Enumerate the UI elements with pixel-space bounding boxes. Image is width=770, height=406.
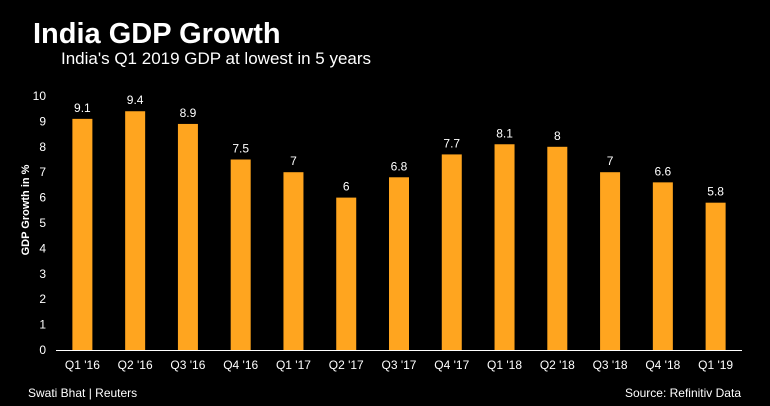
x-tick-label: Q1 '17 <box>276 358 311 372</box>
x-axis: Q1 '16 Q2 '16 Q3 '16 Q4 '16 Q1 '17 Q2 '17 Q3 '… <box>56 350 742 372</box>
x-tick-label: Q4 '17 <box>434 358 469 372</box>
bar <box>177 123 198 350</box>
bar <box>389 177 409 350</box>
x-tick-label: Q3 '17 <box>382 358 417 372</box>
bar <box>705 202 726 350</box>
x-tick-label: Q4 '16 <box>223 358 258 372</box>
bar <box>283 172 304 350</box>
y-axis-label: GDP Growth in % <box>20 164 32 255</box>
y-tick-label: 1 <box>39 318 46 332</box>
y-tick-label: 6 <box>39 191 46 205</box>
bar <box>600 172 621 350</box>
data-label: 7.7 <box>443 136 460 150</box>
y-tick-label: 5 <box>39 216 46 230</box>
source-text: Source: Refinitiv Data <box>624 386 741 400</box>
bar-chart: 0 1 2 3 4 5 6 7 8 9 10 9.1 9.4 8.9 7.5 7 6 6.8 7.7 8.1 8 7 6.… <box>20 89 742 372</box>
bar <box>547 146 568 350</box>
data-label: 6.6 <box>655 164 672 178</box>
y-tick-label: 7 <box>39 165 46 179</box>
data-label: 8.1 <box>496 126 513 140</box>
bar <box>125 111 146 351</box>
y-tick-label: 9 <box>39 114 46 128</box>
y-tick-label: 0 <box>39 343 46 357</box>
y-tick-label: 8 <box>39 140 46 154</box>
x-tick-label: Q3 '18 <box>593 358 628 372</box>
bars: 9.1 9.4 8.9 7.5 7 6 6.8 7.7 8.1 8 7 6.6 5.8 <box>72 93 726 351</box>
x-tick-label: Q4 '18 <box>645 358 680 372</box>
bar <box>72 118 93 350</box>
chart-subtitle: India's Q1 2019 GDP at lowest in 5 years <box>61 49 372 68</box>
x-tick-label: Q2 '16 <box>118 358 153 372</box>
y-tick-label: 2 <box>39 292 46 306</box>
y-tick-label: 4 <box>39 241 46 255</box>
data-label: 7.5 <box>232 142 249 156</box>
data-label: 8.9 <box>180 106 197 120</box>
x-tick-label: Q1 '16 <box>65 358 100 372</box>
data-label: 7 <box>290 154 297 168</box>
data-label: 8 <box>554 129 561 143</box>
chart-title: India GDP Growth <box>33 18 281 50</box>
y-tick-label: 3 <box>39 267 46 281</box>
y-tick-label: 10 <box>33 89 47 103</box>
y-axis: 0 1 2 3 4 5 6 7 8 9 10 <box>33 89 47 357</box>
data-label: 6.8 <box>391 159 408 173</box>
x-tick-label: Q1 '18 <box>487 358 522 372</box>
x-tick-label: Q1 '19 <box>698 358 733 372</box>
data-label: 5.8 <box>707 185 724 199</box>
data-label: 6 <box>343 180 350 194</box>
credit-text: Swati Bhat | Reuters <box>28 386 138 400</box>
bar <box>494 144 515 350</box>
bar <box>230 159 251 350</box>
x-tick-label: Q2 '17 <box>329 358 364 372</box>
bar <box>441 154 462 350</box>
bar <box>652 182 673 350</box>
bar <box>336 197 357 350</box>
data-label: 9.4 <box>127 93 144 107</box>
data-label: 7 <box>607 154 614 168</box>
data-label: 9.1 <box>74 101 91 115</box>
x-tick-label: Q3 '16 <box>170 358 205 372</box>
x-tick-label: Q2 '18 <box>540 358 575 372</box>
